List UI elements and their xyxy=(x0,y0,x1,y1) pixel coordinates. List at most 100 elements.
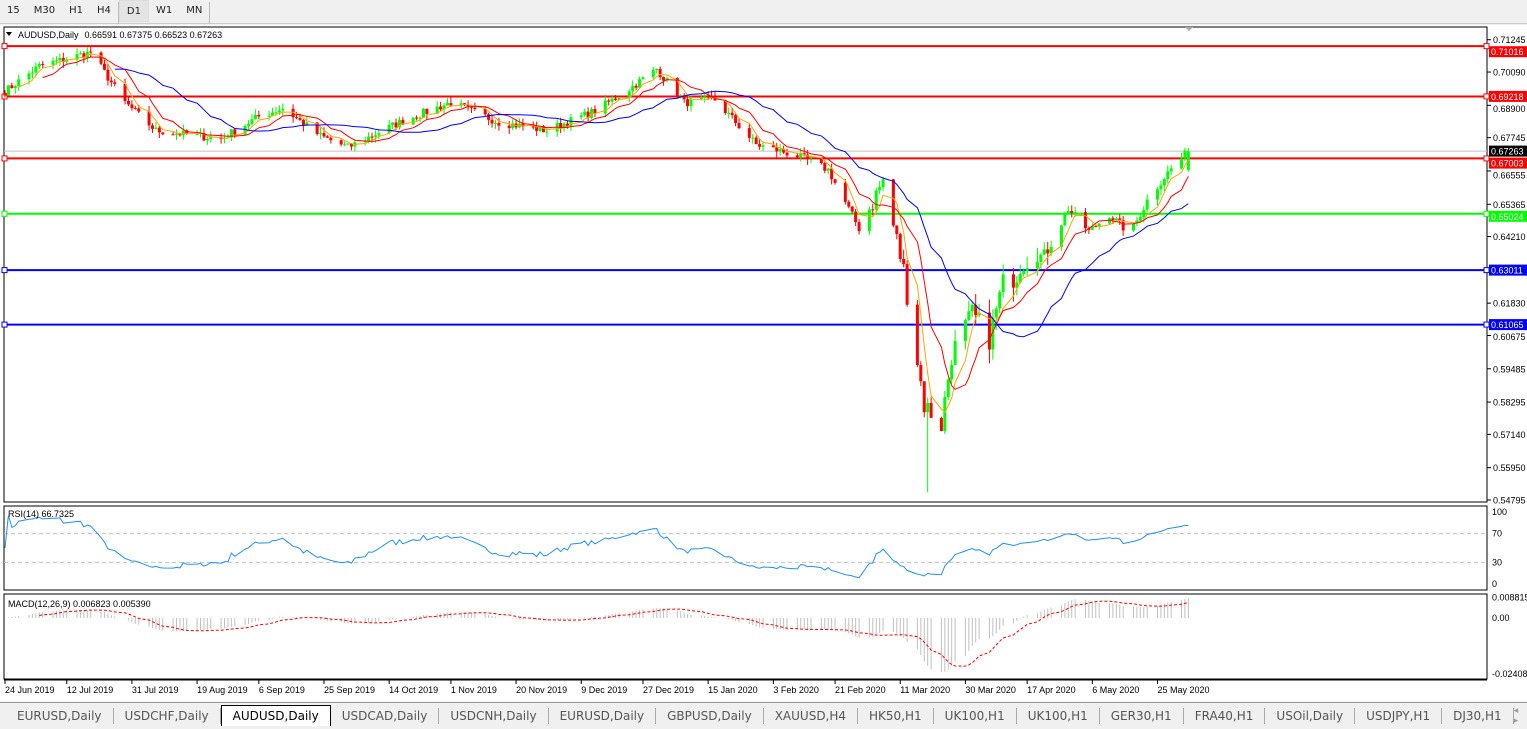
chart-tab[interactable]: EURUSD,Daily xyxy=(6,708,114,724)
candle-body xyxy=(291,108,295,118)
shift-marker-icon[interactable] xyxy=(1185,27,1193,31)
symbol-timeframe: AUDUSD,Daily xyxy=(18,30,79,40)
price-tick-label: 0.71245 xyxy=(1493,35,1526,45)
timeframe-m30[interactable]: M30 xyxy=(33,5,56,16)
chart-tab[interactable]: USDCNH,Daily xyxy=(439,708,549,724)
candle-body xyxy=(178,133,182,136)
level-handle[interactable] xyxy=(1483,321,1490,328)
candle-body xyxy=(349,143,353,147)
chart-window[interactable]: 100 70 30 0 0.008815 0.00 -0.02408 24 Jun 201… xyxy=(0,25,1527,701)
level-handle[interactable] xyxy=(1,267,8,274)
level-handle[interactable] xyxy=(1,155,8,162)
candle-body xyxy=(425,108,429,114)
candle-body xyxy=(953,340,957,366)
macd-signal-line xyxy=(39,600,1189,667)
candle-body xyxy=(1142,209,1146,218)
ma-slow-line xyxy=(114,68,1189,338)
chart-tab[interactable]: UK100,H1 xyxy=(1017,708,1100,724)
time-tick-label: 21 Feb 2020 xyxy=(835,685,886,695)
candle-body xyxy=(651,69,655,78)
candle-body xyxy=(1059,225,1063,247)
candle-body xyxy=(209,137,213,140)
chart-tab[interactable]: USDCAD,Daily xyxy=(331,708,440,724)
candle-body xyxy=(181,130,185,136)
candle-body xyxy=(682,96,686,100)
candle-body xyxy=(113,82,117,84)
chart-tab[interactable]: HK50,H1 xyxy=(858,708,934,724)
candle-body xyxy=(878,187,882,191)
chart-tab[interactable]: GBPUSD,Daily xyxy=(656,708,764,724)
chart-tab[interactable]: XAUUSD,H4 xyxy=(764,708,859,724)
ma-mid-line xyxy=(42,56,1189,390)
chart-tab[interactable]: FRA40,H1 xyxy=(1184,708,1266,724)
candle-body xyxy=(531,126,535,128)
chart-canvas[interactable]: 100 70 30 0 0.008815 0.00 -0.02408 24 Jun 201… xyxy=(0,25,1527,701)
chart-tab[interactable]: EURUSD,Daily xyxy=(549,708,657,724)
candle-body xyxy=(147,111,151,126)
chart-tab[interactable]: UK100,H1 xyxy=(934,708,1017,724)
chart-tab[interactable]: GER30,H1 xyxy=(1100,708,1184,724)
candle-body xyxy=(771,145,775,148)
candle-body xyxy=(305,122,309,126)
price-tick-label: 0.65365 xyxy=(1493,200,1526,210)
level-handle[interactable] xyxy=(1483,93,1490,100)
level-handle[interactable] xyxy=(1483,267,1490,274)
candle-body xyxy=(295,117,299,119)
candle-body xyxy=(566,123,570,127)
candle-body xyxy=(1155,189,1159,200)
collapse-triangle-icon[interactable] xyxy=(6,32,12,36)
level-handle[interactable] xyxy=(1,210,8,217)
level-handle[interactable] xyxy=(1483,210,1490,217)
candle-body xyxy=(391,122,395,125)
candle-body xyxy=(58,57,62,61)
timeframe-h1[interactable]: H1 xyxy=(69,5,83,16)
candle-body xyxy=(727,112,731,114)
timeframe-d1[interactable]: D1 xyxy=(118,0,149,22)
macd-panel-frame xyxy=(3,593,1488,680)
candle-body xyxy=(1049,246,1053,254)
candle-body xyxy=(823,163,827,171)
chart-tab[interactable]: DJ30,H1 xyxy=(1442,708,1514,724)
candle-body xyxy=(51,60,55,65)
chart-tab[interactable]: AUDUSD,Daily xyxy=(220,704,331,726)
candle-body xyxy=(78,53,82,55)
level-handle[interactable] xyxy=(1483,43,1490,50)
candle-body xyxy=(154,127,158,129)
candle-body xyxy=(939,417,943,431)
rsi-tick-label: 100 xyxy=(1492,507,1507,517)
timeframe-mn[interactable]: MN xyxy=(186,5,203,16)
candle-body xyxy=(370,136,374,138)
time-tick-label: 24 Jun 2019 xyxy=(5,685,55,695)
tab-scroll-arrows-icon[interactable]: ◂ ▸ xyxy=(1513,706,1519,726)
price-tick-label: 0.61830 xyxy=(1493,299,1526,309)
level-handle[interactable] xyxy=(1,321,8,328)
level-handle[interactable] xyxy=(1483,155,1490,162)
chart-tab[interactable]: USOil,Daily xyxy=(1265,708,1356,724)
level-price-label-bg xyxy=(1489,90,1527,102)
candle-body xyxy=(579,115,583,118)
current-price-label-bg xyxy=(1489,145,1527,157)
chart-tab[interactable]: USDCHF,Daily xyxy=(114,708,221,724)
candle-body xyxy=(919,365,923,382)
chart-tab[interactable]: USDJPY,H1 xyxy=(1355,708,1443,724)
candle-body xyxy=(943,396,947,431)
candle-body xyxy=(1131,223,1135,231)
timeframe-w1[interactable]: W1 xyxy=(155,5,173,16)
candle-body xyxy=(699,97,703,99)
timeframe-15[interactable]: 15 xyxy=(7,5,20,16)
candle-body xyxy=(445,103,449,106)
time-tick-label: 15 Jan 2020 xyxy=(708,685,758,695)
level-price-label: 0.71016 xyxy=(1491,47,1524,57)
candle-body xyxy=(915,304,919,366)
level-handle[interactable] xyxy=(1,43,8,50)
candle-body xyxy=(730,112,734,116)
timeframe-h4[interactable]: H4 xyxy=(96,5,111,16)
candle-body xyxy=(535,126,539,131)
candle-body xyxy=(315,122,319,134)
time-tick-label: 3 Feb 2020 xyxy=(773,685,819,695)
candle-body xyxy=(459,103,463,106)
level-price-label-bg xyxy=(1489,157,1527,169)
time-tick-label: 27 Dec 2019 xyxy=(643,685,694,695)
candle-body xyxy=(109,80,113,83)
candle-body xyxy=(686,99,690,107)
